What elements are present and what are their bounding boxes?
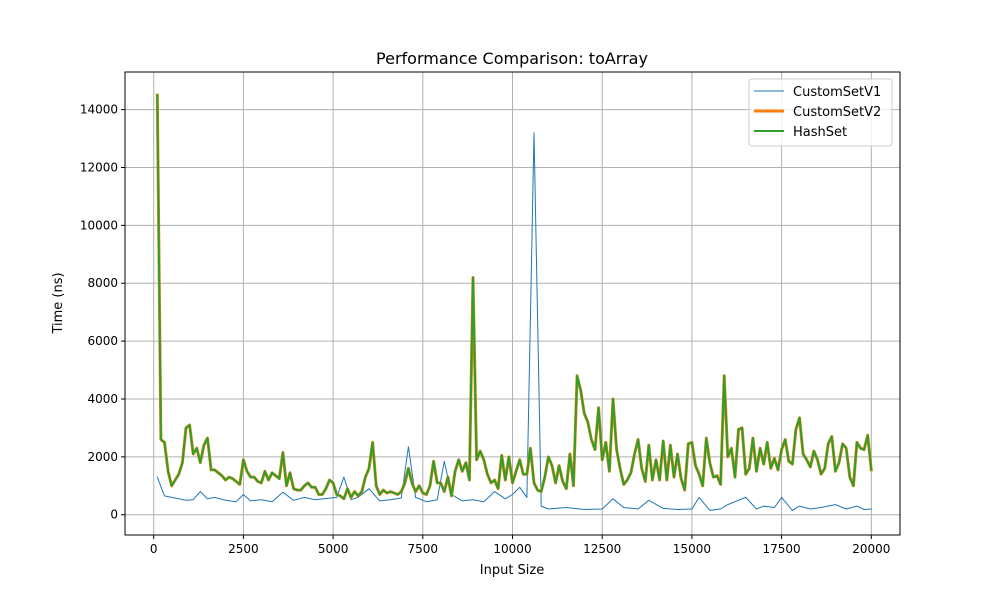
x-tick-label: 20000 <box>852 542 890 556</box>
plot-lines <box>155 93 873 511</box>
x-axis-label: Input Size <box>480 563 544 578</box>
series-line-customsetv1 <box>156 132 872 511</box>
chart-title: Performance Comparison: toArray <box>376 49 648 68</box>
series-customsetv1 <box>156 132 872 511</box>
legend-label-customsetv1: CustomSetV1 <box>793 85 881 100</box>
legend: CustomSetV1 CustomSetV2 HashSet <box>748 78 893 147</box>
legend-box <box>748 78 893 147</box>
legend-label-hashset: HashSet <box>793 125 847 140</box>
y-tick-label: 0 <box>110 508 118 522</box>
x-tick-label: 7500 <box>408 542 439 556</box>
legend-label-customsetv2: CustomSetV2 <box>793 105 881 120</box>
y-tick-label: 2000 <box>87 450 118 464</box>
x-tick-label: 12500 <box>583 542 621 556</box>
y-axis-label: Time (ns) <box>51 272 66 334</box>
y-tick-label: 14000 <box>80 103 118 117</box>
series-hashset <box>156 94 873 500</box>
x-tick-label: 5000 <box>318 542 349 556</box>
x-axis-ticks: 0 2500 5000 7500 10000 12500 15000 17500 20000 <box>150 535 890 556</box>
series-line-hashset <box>156 94 873 500</box>
x-tick-label: 2500 <box>228 542 259 556</box>
y-axis-ticks: 0 2000 4000 6000 8000 10000 12000 14000 <box>80 103 125 522</box>
x-tick-label: 17500 <box>763 542 801 556</box>
y-tick-label: 10000 <box>80 218 118 232</box>
y-tick-label: 4000 <box>87 392 118 406</box>
y-tick-label: 6000 <box>87 334 118 348</box>
x-tick-label: 10000 <box>493 542 531 556</box>
grid <box>125 72 900 535</box>
x-tick-label: 15000 <box>673 542 711 556</box>
x-tick-label: 0 <box>150 542 158 556</box>
y-tick-label: 8000 <box>87 276 118 290</box>
y-tick-label: 12000 <box>80 160 118 174</box>
